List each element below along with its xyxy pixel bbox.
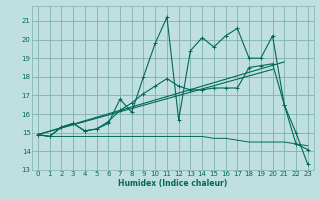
X-axis label: Humidex (Indice chaleur): Humidex (Indice chaleur): [118, 179, 228, 188]
